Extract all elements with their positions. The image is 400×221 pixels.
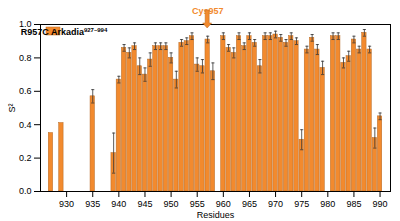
svg-text:990: 990 (373, 199, 388, 209)
svg-text:975: 975 (294, 199, 309, 209)
svg-text:980: 980 (320, 199, 335, 209)
svg-text:0.4: 0.4 (19, 120, 32, 130)
svg-text:R957C Arkadia927–994: R957C Arkadia927–994 (21, 27, 108, 37)
svg-text:1.0: 1.0 (19, 19, 32, 30)
svg-text:930: 930 (59, 199, 74, 209)
svg-text:0.2: 0.2 (19, 153, 32, 163)
svg-text:950: 950 (164, 199, 179, 209)
svg-text:Residues: Residues (197, 210, 235, 220)
svg-text:935: 935 (85, 199, 100, 209)
svg-text:965: 965 (242, 199, 257, 209)
svg-text:960: 960 (216, 199, 231, 209)
svg-text:Cys957: Cys957 (191, 5, 224, 16)
svg-text:0.6: 0.6 (19, 86, 32, 96)
svg-text:940: 940 (111, 199, 126, 209)
svg-text:970: 970 (268, 199, 283, 209)
svg-text:945: 945 (137, 199, 152, 209)
svg-text:S²: S² (7, 103, 17, 112)
svg-text:955: 955 (190, 199, 205, 209)
svg-text:985: 985 (346, 199, 361, 209)
svg-text:0.0: 0.0 (19, 186, 32, 196)
svg-text:0.8: 0.8 (19, 53, 32, 63)
